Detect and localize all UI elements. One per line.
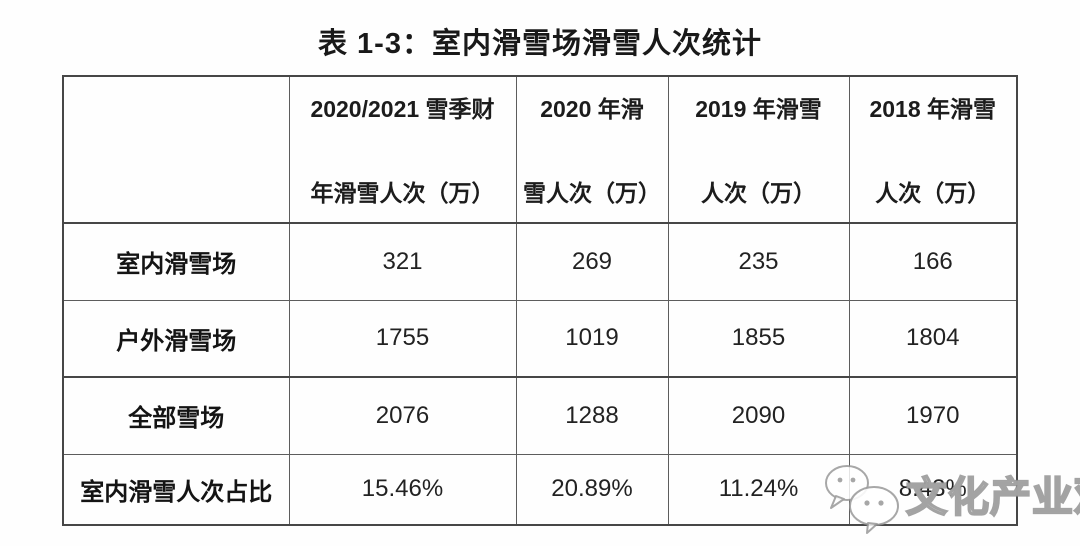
cell-indoor-2019: 235	[667, 222, 850, 301]
col-header-2020-2021-season: 2020/2021 雪季财 年滑雪人次（万）	[288, 75, 517, 224]
cell-indoor-2020-2021: 321	[288, 222, 517, 301]
table-title: 表 1-3：室内滑雪场滑雪人次统计	[318, 28, 762, 60]
cell-ratio-2018: 8.43%	[848, 453, 1018, 526]
header-line: 雪人次（万）	[523, 179, 661, 206]
table-row-all: 全部雪场 2076 1288 2090 1970	[62, 376, 1018, 455]
header-line: 年滑雪人次（万）	[310, 179, 495, 206]
cell-outdoor-2020-2021: 1755	[288, 299, 517, 378]
cell-outdoor-2019: 1855	[667, 299, 850, 378]
header-line: 2020 年滑	[540, 95, 644, 122]
row-label-ratio: 室内滑雪人次占比	[62, 453, 290, 526]
table-row-outdoor: 户外滑雪场 1755 1019 1855 1804	[62, 299, 1018, 378]
table-row-ratio: 室内滑雪人次占比 15.46% 20.89% 11.24% 8.43%	[62, 453, 1018, 526]
cell-all-2019: 2090	[667, 376, 850, 455]
cell-ratio-2019: 11.24%	[667, 453, 850, 526]
row-label-all: 全部雪场	[62, 376, 290, 455]
ski-visits-table: 2020/2021 雪季财 年滑雪人次（万） 2020 年滑 雪人次（万） 20…	[62, 75, 1018, 526]
cell-outdoor-2018: 1804	[848, 299, 1018, 378]
cell-ratio-2020: 20.89%	[515, 453, 669, 526]
col-header-2020: 2020 年滑 雪人次（万）	[515, 75, 669, 224]
header-line: 2018 年滑雪	[869, 95, 997, 122]
col-header-2019: 2019 年滑雪 人次（万）	[667, 75, 850, 224]
cell-outdoor-2020: 1019	[515, 299, 669, 378]
header-empty-cell	[62, 75, 290, 224]
table-row-indoor: 室内滑雪场 321 269 235 166	[62, 222, 1018, 301]
cell-all-2020: 1288	[515, 376, 669, 455]
cell-indoor-2020: 269	[515, 222, 669, 301]
col-header-2018: 2018 年滑雪 人次（万）	[848, 75, 1018, 224]
row-label-indoor: 室内滑雪场	[62, 222, 290, 301]
row-label-outdoor: 户外滑雪场	[62, 299, 290, 378]
cell-all-2020-2021: 2076	[288, 376, 517, 455]
cell-all-2018: 1970	[848, 376, 1018, 455]
header-line: 人次（万）	[701, 179, 816, 206]
cell-indoor-2018: 166	[848, 222, 1018, 301]
header-line: 2020/2021 雪季财	[310, 95, 495, 122]
header-line: 2019 年滑雪	[695, 95, 822, 122]
table-header-row: 2020/2021 雪季财 年滑雪人次（万） 2020 年滑 雪人次（万） 20…	[62, 75, 1018, 224]
header-line: 人次（万）	[875, 179, 991, 206]
cell-ratio-2020-2021: 15.46%	[288, 453, 517, 526]
